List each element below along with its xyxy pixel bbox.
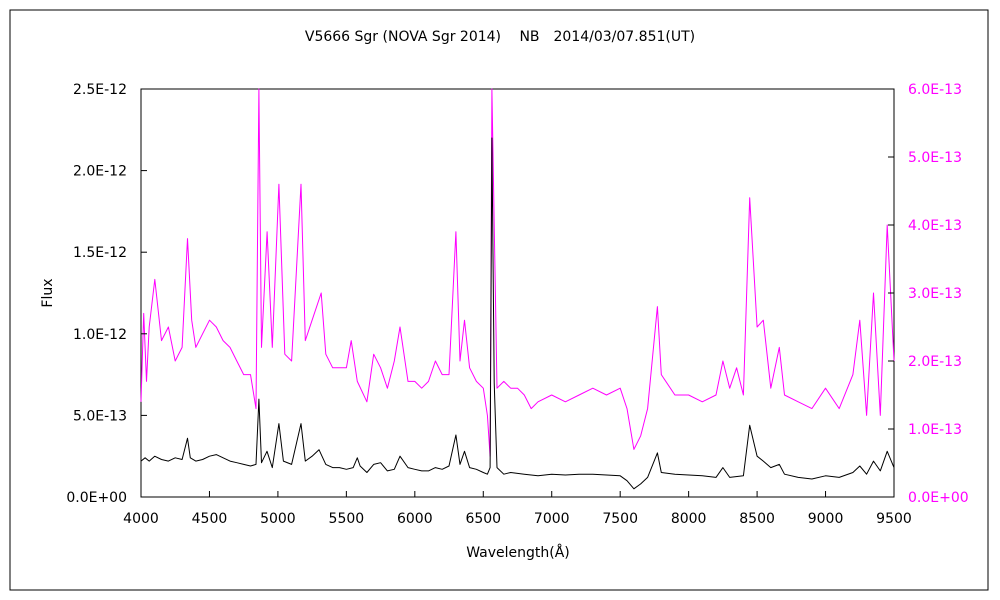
y-left-tick-label: 1.0E-12: [73, 327, 127, 343]
x-tick-label: 8500: [739, 511, 775, 527]
y-right-tick-label: 5.0E-13: [908, 150, 962, 166]
x-tick-label: 7000: [534, 511, 570, 527]
plot-area: [140, 88, 895, 498]
y-right-tick-label: 4.0E-13: [908, 218, 962, 234]
chart-title: V5666 Sgr (NOVA Sgr 2014) NB 2014/03/07.…: [305, 29, 695, 45]
series-line-left: [140, 137, 895, 490]
x-tick-label: 6000: [397, 511, 433, 527]
y-axis-label: Flux: [40, 278, 56, 307]
x-tick-label: 4000: [123, 511, 159, 527]
series-layer: [140, 88, 895, 490]
y-right-tick-label: 1.0E-13: [908, 422, 962, 438]
y-left-tick-label: 5.0E-13: [73, 408, 127, 424]
x-axis-label: Wavelength(Å): [466, 544, 570, 561]
x-tick-label: 9000: [808, 511, 844, 527]
y-left-tick-label: 0.0E+00: [66, 490, 127, 506]
x-tick-label: 4500: [192, 511, 228, 527]
y-left-tick-label: 1.5E-12: [73, 245, 127, 261]
y-right-tick-label: 0.0E+00: [908, 490, 969, 506]
y-right-tick-label: 3.0E-13: [908, 286, 962, 302]
x-tick-label: 5000: [260, 511, 296, 527]
y-axis-left: 0.0E+00 5.0E-13 1.0E-12 1.5E-12 2.0E-12 2.5E-…: [66, 82, 147, 506]
x-tick-label: 9500: [876, 511, 912, 527]
y-left-tick-label: 2.5E-12: [73, 82, 127, 98]
y-right-tick-label: 2.0E-13: [908, 354, 962, 370]
x-tick-label: 8000: [671, 511, 707, 527]
y-axis-right: 0.0E+00 1.0E-13 2.0E-13 3.0E-13 4.0E-13 5.0E-…: [888, 82, 969, 506]
y-left-tick-label: 2.0E-12: [73, 164, 127, 180]
y-right-tick-label: 6.0E-13: [908, 82, 962, 98]
x-tick-label: 5500: [329, 511, 365, 527]
series-line-right: [140, 88, 895, 457]
x-tick-label: 7500: [602, 511, 638, 527]
x-tick-label: 6500: [465, 511, 501, 527]
x-axis: 4000 4500 5000 5500 6000 6500 7000 7500 8000 8500…: [123, 491, 912, 527]
